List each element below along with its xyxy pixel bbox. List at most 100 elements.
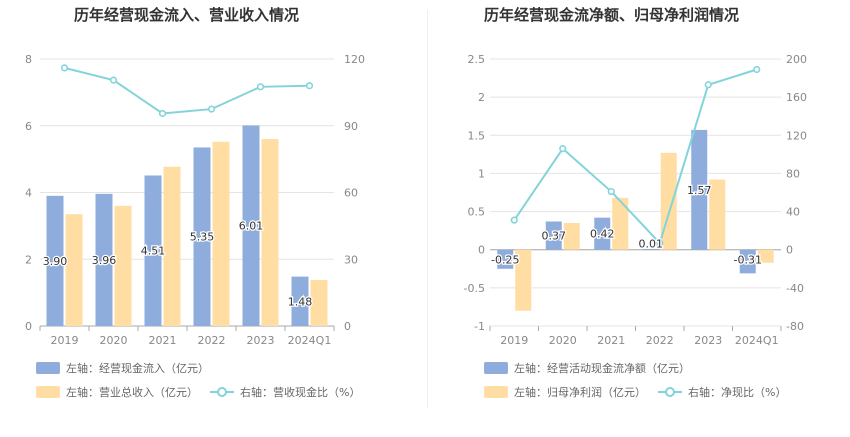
bar-series-1 xyxy=(95,193,113,326)
chart-1-title: 历年经营现金流入、营业收入情况 xyxy=(74,6,300,24)
left-axis-tick-label: 0 xyxy=(25,320,32,333)
x-axis-category-label: 2023 xyxy=(247,334,275,347)
right-axis-tick-label: 0 xyxy=(786,244,793,257)
line-point xyxy=(753,65,761,74)
left-axis-tick-label: 2 xyxy=(478,91,485,104)
line-point xyxy=(305,82,314,90)
bar-series-2 xyxy=(261,139,279,326)
right-axis-tick-label: 30 xyxy=(344,253,358,266)
right-axis-tick-label: 40 xyxy=(786,206,800,219)
bar-series-2 xyxy=(612,197,629,250)
legend-label: 左轴：归母净利润（亿元） xyxy=(514,386,646,399)
legend-swatch-bar1 xyxy=(36,362,60,374)
line-point xyxy=(158,109,167,118)
line-series xyxy=(513,68,758,245)
bar-series-2 xyxy=(757,249,774,263)
left-axis-tick-label: 2.5 xyxy=(468,53,486,66)
bar-data-label: -0.31 xyxy=(734,254,762,267)
right-axis-tick-label: 80 xyxy=(786,167,800,180)
x-axis-category-label: 2019 xyxy=(500,334,528,347)
right-axis-tick-label: 0 xyxy=(344,320,351,333)
line-point xyxy=(256,83,265,91)
left-axis-tick-label: -1 xyxy=(474,320,485,333)
x-axis-category-label: 2023 xyxy=(694,334,722,347)
bar-series-1 xyxy=(691,129,708,250)
legend-item-net-profit[interactable]: 左轴：归母净利润（亿元） xyxy=(484,384,646,400)
bar-data-label: 1.57 xyxy=(687,184,712,197)
bar-series-1 xyxy=(193,147,211,326)
legend-label: 左轴：经营现金流入（亿元） xyxy=(66,362,209,375)
left-axis-tick-label: 4 xyxy=(25,187,32,200)
bar-series-2 xyxy=(212,141,230,326)
chart-1: 0 2 4 6 8 0 30 60 90 120 2019 2020 2021 2022 2023 2024Q… xyxy=(25,53,365,347)
line-point xyxy=(510,216,518,224)
bar-data-label: 3.96 xyxy=(92,254,117,267)
right-axis-tick-label: 90 xyxy=(344,120,358,133)
legend-swatch-line xyxy=(210,386,234,398)
bar-series-1 xyxy=(739,249,756,274)
legend-item-net-cash-flow[interactable]: 左轴：经营活动现金流净额（亿元） xyxy=(484,360,690,376)
line-point xyxy=(607,187,615,196)
line-point xyxy=(60,64,69,72)
legend-label: 左轴：营业总收入（亿元） xyxy=(66,386,198,399)
bar-series-2 xyxy=(163,166,181,326)
right-axis-tick-label: 60 xyxy=(344,187,358,200)
right-axis-tick-label: -80 xyxy=(786,320,804,333)
bar-series-1 xyxy=(594,217,611,250)
legend-item-cash-inflow[interactable]: 左轴：经营现金流入（亿元） xyxy=(36,360,209,376)
bar-series-1 xyxy=(46,195,64,326)
bar-series-2 xyxy=(114,205,132,326)
right-axis-tick-label: 160 xyxy=(786,91,807,104)
legend-item-ratio[interactable]: 右轴：营收现金比（%） xyxy=(210,384,360,400)
bar-data-label: 6.01 xyxy=(239,220,264,233)
line-point xyxy=(704,81,712,89)
bar-data-label: 4.51 xyxy=(141,245,166,258)
bar-series-1 xyxy=(291,276,309,326)
bar-series-2 xyxy=(310,279,328,326)
x-axis-category-label: 2019 xyxy=(51,334,79,347)
line-point xyxy=(559,145,567,153)
bar-series-1 xyxy=(144,175,162,326)
left-axis-tick-label: 1 xyxy=(478,167,485,180)
left-axis-tick-label: 0 xyxy=(478,244,485,257)
legend-item-revenue[interactable]: 左轴：营业总收入（亿元） xyxy=(36,384,198,400)
line-point xyxy=(109,76,118,84)
legend-label: 右轴：营收现金比（%） xyxy=(240,386,361,399)
legend-swatch-line xyxy=(658,386,682,398)
x-axis-category-label: 2022 xyxy=(646,334,674,347)
x-axis-category-label: 2024Q1 xyxy=(288,334,332,347)
x-axis-category-label: 2020 xyxy=(549,334,577,347)
bar-series-2 xyxy=(65,214,83,326)
bar-data-label: -0.25 xyxy=(491,254,519,267)
x-axis-category-label: 2021 xyxy=(597,334,625,347)
right-axis-tick-label: 120 xyxy=(344,53,365,66)
bar-data-label: 0.42 xyxy=(590,228,615,241)
x-axis-category-label: 2022 xyxy=(198,334,226,347)
line-series xyxy=(64,66,310,115)
left-axis-tick-label: 6 xyxy=(25,120,32,133)
x-axis-category-label: 2024Q1 xyxy=(735,334,779,347)
legend-label: 右轴：净现比（%） xyxy=(688,386,787,399)
line-point xyxy=(656,239,664,247)
left-axis-tick-label: 1.5 xyxy=(468,129,486,142)
right-axis-tick-label: -40 xyxy=(786,282,804,295)
bar-series-1 xyxy=(545,221,562,250)
bar-series-2 xyxy=(515,249,532,311)
legend-item-net-cash-ratio[interactable]: 右轴：净现比（%） xyxy=(658,384,786,400)
chart-2-title: 历年经营现金流净额、归母净利润情况 xyxy=(484,6,740,24)
legend-swatch-bar1 xyxy=(484,362,508,374)
x-axis-category-label: 2021 xyxy=(149,334,177,347)
bar-data-label: 1.48 xyxy=(288,295,313,308)
bar-series-2 xyxy=(563,223,580,250)
x-axis-category-label: 2020 xyxy=(100,334,128,347)
left-axis-tick-label: 8 xyxy=(25,53,32,66)
bar-data-label: 5.35 xyxy=(190,231,215,244)
left-axis-tick-label: 2 xyxy=(25,253,32,266)
legend-label: 左轴：经营活动现金流净额（亿元） xyxy=(514,362,690,375)
line-point xyxy=(207,105,216,113)
right-axis-tick-label: 120 xyxy=(786,129,807,142)
left-axis-tick-label: -0.5 xyxy=(464,282,485,295)
bar-data-label: 0.01 xyxy=(639,238,664,251)
